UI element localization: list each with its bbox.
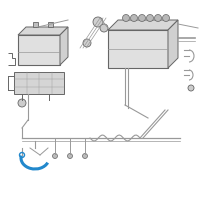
Circle shape: [83, 154, 88, 158]
Circle shape: [68, 154, 72, 158]
Circle shape: [122, 15, 130, 21]
Circle shape: [188, 85, 194, 91]
Polygon shape: [60, 27, 68, 65]
Circle shape: [83, 39, 91, 47]
Bar: [18, 35, 60, 65]
Polygon shape: [168, 20, 178, 68]
Circle shape: [100, 24, 108, 32]
Circle shape: [130, 15, 138, 21]
Polygon shape: [108, 20, 178, 30]
Circle shape: [93, 17, 103, 27]
Circle shape: [146, 15, 154, 21]
Circle shape: [154, 15, 162, 21]
Polygon shape: [18, 27, 68, 35]
Bar: [108, 30, 168, 68]
Circle shape: [138, 15, 146, 21]
Bar: [33, 22, 38, 27]
Circle shape: [18, 99, 26, 107]
Circle shape: [52, 154, 58, 158]
Circle shape: [162, 15, 170, 21]
Bar: [14, 72, 64, 94]
Bar: [48, 22, 53, 27]
